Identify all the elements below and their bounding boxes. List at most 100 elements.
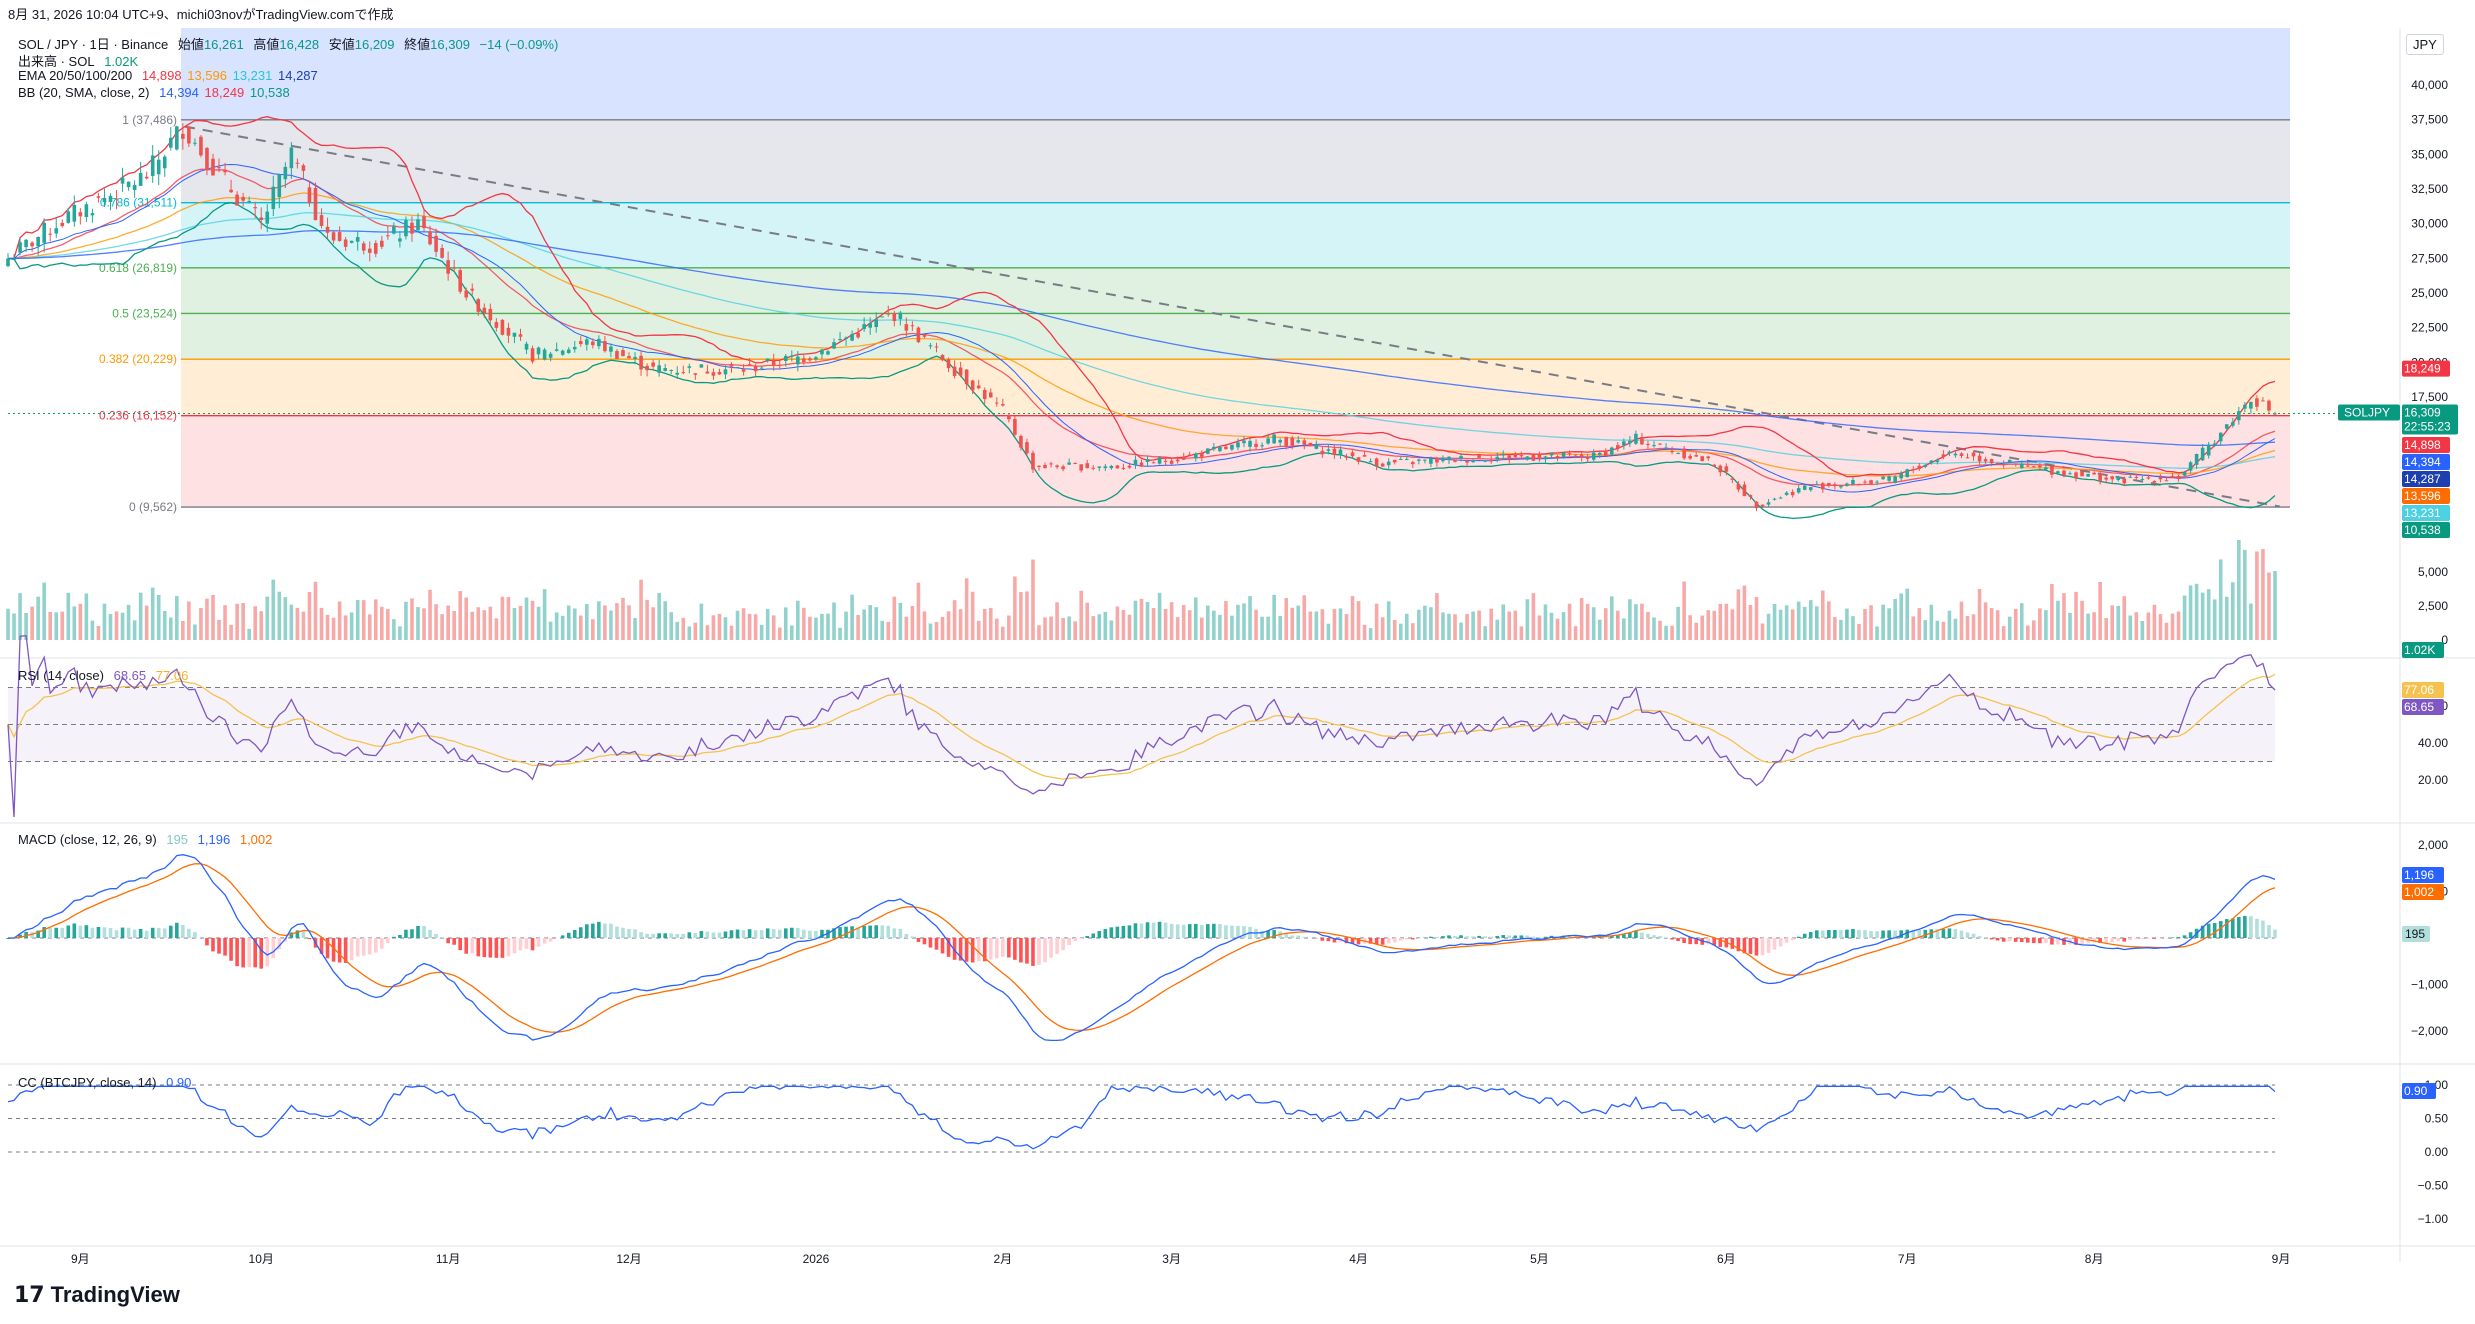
time-axis-label: 4月 xyxy=(1349,1252,1368,1266)
candle-body xyxy=(530,348,535,362)
candle-body xyxy=(2182,471,2187,476)
macd-hist-bar xyxy=(2044,938,2048,944)
macd-hist-bar xyxy=(2176,937,2181,938)
volume-bar xyxy=(898,602,903,640)
time-axis-label: 5月 xyxy=(1530,1252,1549,1266)
volume-bar xyxy=(2122,596,2127,640)
candle-body xyxy=(1001,404,1005,406)
macd-legend[interactable]: MACD (close, 12, 26, 9) 195 1,196 1,002 xyxy=(18,832,272,847)
candle-body xyxy=(494,322,499,328)
candle-body xyxy=(325,226,330,233)
indicator-tag: 13,231 xyxy=(2404,506,2441,520)
candle-body xyxy=(880,316,885,318)
candle-body xyxy=(536,347,541,355)
candle-body xyxy=(235,194,239,206)
macd-legend-name: MACD (close, 12, 26, 9) xyxy=(18,832,157,847)
macd-hist-bar xyxy=(1356,938,1361,945)
volume-bar xyxy=(1061,617,1065,640)
volume-bar xyxy=(1344,614,1349,640)
macd-hist-bar xyxy=(1441,936,1445,938)
macd-hist-bar xyxy=(1103,929,1108,938)
candle-body xyxy=(1139,462,1144,467)
volume-bar xyxy=(591,619,595,640)
macd-hist-bar xyxy=(2032,938,2036,944)
macd-hist-bar xyxy=(1694,938,1698,945)
candle-body xyxy=(1827,482,1831,487)
macd-hist-bar xyxy=(1748,938,1753,954)
rsi-legend[interactable]: RSI (14, close) 68.65 77.06 xyxy=(18,668,188,683)
volume-bar xyxy=(711,615,716,640)
macd-hist-bar xyxy=(850,926,854,938)
candle-body xyxy=(1772,498,1777,500)
candle-body xyxy=(1362,455,1367,457)
macd-hist-bar xyxy=(416,925,420,938)
price-axis-tick: 17,500 xyxy=(2411,390,2448,404)
volume-bar xyxy=(723,617,728,640)
currency-unit-button[interactable]: JPY xyxy=(2406,34,2444,55)
indicator-tag-bg xyxy=(2402,522,2450,538)
ohlc-change: −14 (−0.09%) xyxy=(479,37,559,52)
macd-hist-bar xyxy=(331,938,336,962)
volume-bar xyxy=(2200,592,2205,640)
cc-line xyxy=(7,1085,2276,1150)
signal-line xyxy=(8,863,2276,1033)
macd-hist-bar xyxy=(1001,938,1005,957)
ema50-line xyxy=(8,192,2276,477)
volume-bar xyxy=(2032,620,2036,640)
candle-body xyxy=(1326,449,1331,451)
cc-axis-tick: −1.00 xyxy=(2418,1212,2449,1226)
candle-body xyxy=(1917,465,1922,469)
ema-legend-name: EMA 20/50/100/200 xyxy=(18,68,133,83)
volume-bar xyxy=(349,612,354,640)
symbol-label[interactable]: SOL / JPY · 1日 · Binance xyxy=(18,37,169,52)
macd-hist-bar xyxy=(367,938,372,955)
candle-body xyxy=(1278,439,1282,443)
candle-body xyxy=(337,232,342,241)
volume-bar xyxy=(2152,604,2157,640)
cc-legend[interactable]: CC (BTCJPY, close, 14) 0.90 xyxy=(18,1075,191,1090)
volume-bar xyxy=(1338,608,1343,640)
volume-bar xyxy=(548,621,553,640)
fib-zone xyxy=(181,202,2290,268)
macd-hist-bar xyxy=(1429,936,1433,938)
macd-hist-bar xyxy=(48,927,53,938)
volume-bar xyxy=(1175,617,1180,640)
macd-hist-bar xyxy=(657,933,661,938)
macd-hist-bar xyxy=(1386,938,1391,944)
volume-bar xyxy=(1628,599,1632,640)
candle-body xyxy=(1646,443,1650,445)
candle-body xyxy=(1441,457,1445,462)
macd-hist-bar xyxy=(994,938,999,959)
candle-body xyxy=(1579,454,1584,458)
volume-bar xyxy=(796,600,800,640)
volume-bar xyxy=(1688,615,1692,640)
macd-hist-bar xyxy=(373,938,378,953)
candle-body xyxy=(1121,467,1126,469)
volume-bar xyxy=(1049,616,1053,640)
volume-bar xyxy=(1471,611,1475,640)
macd-hist-bar xyxy=(1537,937,1542,938)
cc-axis-tick: 0.50 xyxy=(2425,1112,2449,1126)
volume-bar xyxy=(1591,607,1596,640)
candle-body xyxy=(2194,454,2199,465)
macd-hist-bar xyxy=(717,932,722,938)
macd-hist-bar xyxy=(1730,938,1735,949)
macd-hist-bar xyxy=(1163,922,1168,938)
volume-bar xyxy=(874,607,879,640)
candle-body xyxy=(1875,481,1879,483)
bb-legend[interactable]: BB (20, SMA, close, 2) 14,394 18,249 10,… xyxy=(18,85,296,100)
candle-body xyxy=(1935,460,1940,462)
volume-bar xyxy=(1833,617,1837,640)
volume-legend[interactable]: 出来高 · SOL 1.02K xyxy=(18,51,144,70)
candle-body xyxy=(482,307,487,314)
symbol-tag: SOLJPY xyxy=(2344,406,2390,420)
macd-hist-bar xyxy=(72,923,77,938)
volume-bar xyxy=(826,613,830,640)
candle-body xyxy=(72,204,77,222)
candle-body xyxy=(2116,476,2121,480)
ema-legend[interactable]: EMA 20/50/100/200 14,898 13,596 13,231 1… xyxy=(18,68,324,83)
candle-body xyxy=(1242,440,1246,444)
candle-body xyxy=(1127,465,1132,468)
cc-tag: 0.90 xyxy=(2404,1084,2428,1098)
